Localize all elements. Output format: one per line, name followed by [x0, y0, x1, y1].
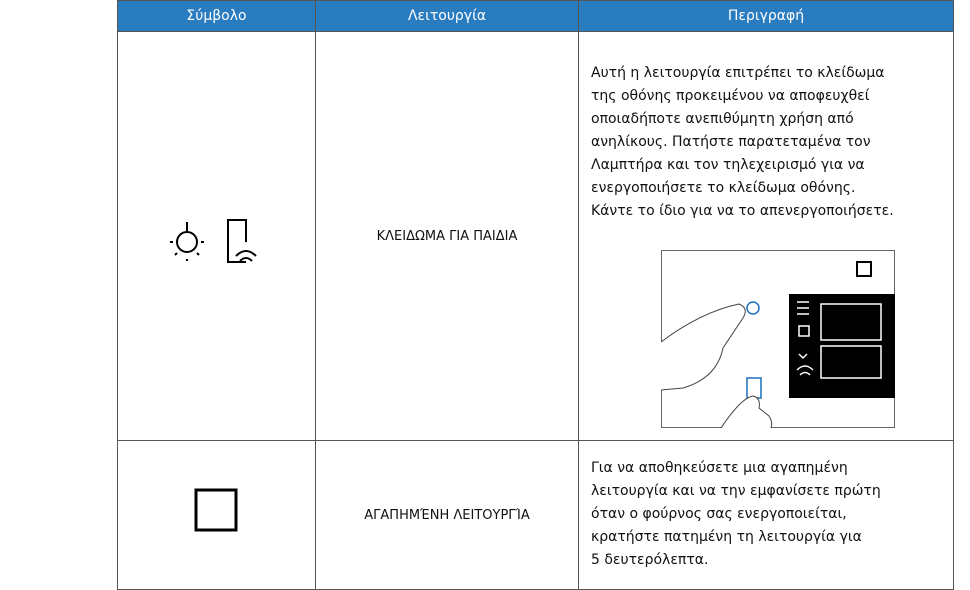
description-line: Κάντε το ίδιο για να το απενεργοποιήσετε…: [591, 203, 894, 219]
description-cell: Για να αποθηκεύσετε μια αγαπημένη λειτουρ…: [578, 440, 954, 590]
description-line: οποιαδήποτε ανεπιθύμητη χρήση από: [591, 111, 854, 127]
description-line: Λαμπτήρα και τον τηλεχειρισμό για να: [591, 157, 865, 173]
favorite-icon: [194, 488, 238, 532]
lock-icons: [170, 219, 257, 263]
description-line: κρατήστε πατημένη τη λειτουργία για: [591, 529, 862, 545]
function-cell: ΑΓΑΠΗΜΈΝΗ ΛΕΙΤΟΥΡΓΊΑ: [315, 440, 579, 590]
page: Σύμβολο Λειτουργία Περιγραφή ΚΛΕΙΔΩΜΑ ΓΙ…: [117, 0, 954, 590]
description-line: όταν ο φούρνος σας ενεργοποιείται,: [591, 506, 847, 522]
function-cell: ΚΛΕΙΔΩΜΑ ΓΙΑ ΠΑΙΔΙΑ: [315, 31, 579, 441]
description-line: ενεργοποιήσετε το κλείδωμα οθόνης.: [591, 180, 856, 196]
header-cell: Περιγραφή: [578, 0, 954, 32]
header-cell: Σύμβολο: [117, 0, 316, 32]
description-line: 5 δευτερόλεπτα.: [591, 552, 709, 568]
description-line: λειτουργία και να την εμφανίσετε πρώτη: [591, 483, 881, 499]
description-line: ανηλίκους. Πατήστε παρατεταμένα τον: [591, 134, 871, 150]
description-cell: Αυτή η λειτουργία επιτρέπει το κλείδωμα τ…: [578, 31, 954, 441]
description-line: της οθόνης προκειμένου να αποφευχθεί: [591, 88, 870, 104]
description-line: Αυτή η λειτουργία επιτρέπει το κλείδωμα: [591, 65, 885, 81]
header-cell: Λειτουργία: [315, 0, 579, 32]
description-line: Για να αποθηκεύσετε μια αγαπημένη: [591, 460, 848, 476]
illustration: [661, 250, 895, 428]
